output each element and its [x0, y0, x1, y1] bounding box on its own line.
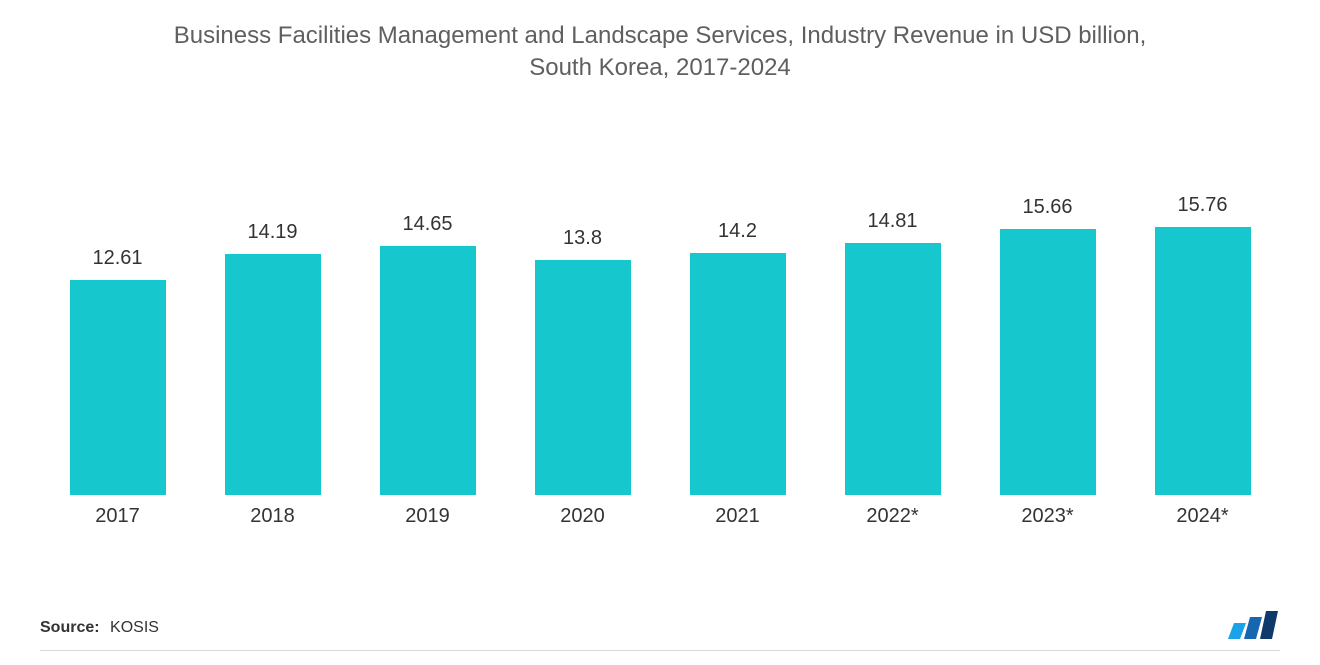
bar-value-label: 15.66: [1022, 196, 1072, 219]
bar-slot: 14.19: [195, 105, 350, 495]
source-footer: Source: KOSIS: [40, 619, 159, 637]
title-line-2: South Korea, 2017-2024: [529, 54, 791, 81]
bar-slot: 14.81: [815, 105, 970, 495]
x-tick-label: 2019: [350, 505, 505, 535]
x-tick-label: 2021: [660, 505, 815, 535]
bar-slot: 15.76: [1125, 105, 1280, 495]
chart-container: Business Facilities Management and Lands…: [0, 0, 1320, 665]
bar-slot: 14.65: [350, 105, 505, 495]
bar-slot: 13.8: [505, 105, 660, 495]
bars-row: 12.61 14.19 14.65 13.8 14.2 14.81 15.66 15.76: [40, 105, 1280, 495]
bar-value-label: 12.61: [92, 247, 142, 270]
bar: [380, 246, 476, 495]
footer-divider: [40, 650, 1280, 651]
bar-value-label: 14.2: [718, 220, 757, 243]
x-tick-label: 2018: [195, 505, 350, 535]
bar-value-label: 13.8: [563, 227, 602, 250]
bar: [70, 280, 166, 494]
bar: [1155, 227, 1251, 495]
bar: [845, 243, 941, 495]
source-label: Source:: [40, 619, 100, 636]
x-tick-label: 2022*: [815, 505, 970, 535]
title-line-1: Business Facilities Management and Lands…: [174, 22, 1147, 49]
bar: [1000, 229, 1096, 495]
x-tick-label: 2023*: [970, 505, 1125, 535]
bar-value-label: 14.65: [402, 213, 452, 236]
bar-value-label: 14.19: [247, 221, 297, 244]
bar-value-label: 15.76: [1177, 194, 1227, 217]
plot-area: 12.61 14.19 14.65 13.8 14.2 14.81 15.66 15.76 2…: [40, 105, 1280, 535]
x-tick-label: 2017: [40, 505, 195, 535]
bar-slot: 12.61: [40, 105, 195, 495]
source-value: KOSIS: [110, 619, 159, 636]
bar-value-label: 14.81: [867, 210, 917, 233]
bar-slot: 15.66: [970, 105, 1125, 495]
bar-slot: 14.2: [660, 105, 815, 495]
bar: [535, 260, 631, 495]
x-tick-label: 2020: [505, 505, 660, 535]
x-tick-label: 2024*: [1125, 505, 1280, 535]
bar: [225, 254, 321, 495]
brand-logo-icon: [1226, 609, 1280, 641]
bar: [690, 253, 786, 494]
chart-title: Business Facilities Management and Lands…: [110, 20, 1210, 85]
x-axis-labels: 201720182019202020212022*2023*2024*: [40, 505, 1280, 535]
